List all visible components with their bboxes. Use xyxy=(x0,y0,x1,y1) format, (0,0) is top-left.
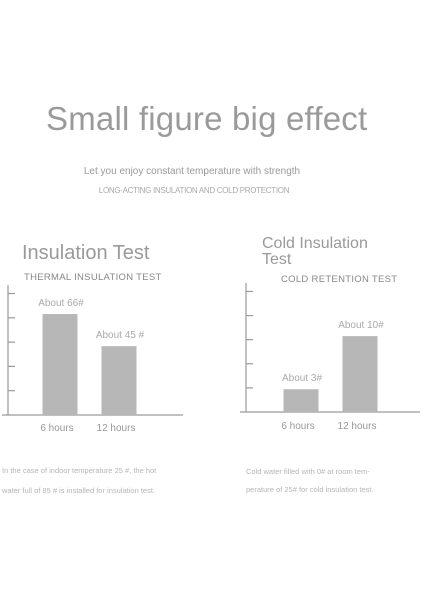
cold-category-label-2: 12 hours xyxy=(338,421,377,432)
cold-note-line-1: Cold water filled with 0# at room tem- xyxy=(246,467,370,476)
insulation-category-label-2: 12 hours xyxy=(97,423,136,434)
insulation-data-label-1: About 66# xyxy=(38,298,84,309)
insulation-chart-title: Insulation Test xyxy=(22,242,150,264)
insulation-category-label-1: 6 hours xyxy=(40,423,73,434)
cold-data-label-1: About 3# xyxy=(282,373,322,384)
page-title: Small figure big effect xyxy=(46,100,368,137)
cold-note-line-2: perature of 25# for cold insulation test… xyxy=(246,485,374,494)
page-subtitle: Let you enjoy constant temperature with … xyxy=(83,166,301,177)
cold-data-label-2: About 10# xyxy=(338,320,384,331)
insulation-note-line-1: In the case of indoor temperature 25 #, … xyxy=(2,466,157,475)
insulation-chart-subtitle: THERMAL INSULATION TEST xyxy=(24,272,162,283)
cold-bar-1 xyxy=(283,389,319,412)
insulation-data-label-2: About 45 # xyxy=(96,330,145,341)
cold-chart-title: Cold Insulation Test xyxy=(262,235,368,268)
cold-category-label-1: 6 hours xyxy=(281,421,314,432)
insulation-note-line-2: water full of 85 # is installed for insu… xyxy=(2,486,155,495)
page-tagline: LONG-ACTING INSULATION AND COLD PROTECTI… xyxy=(98,186,290,195)
cold-bar-2 xyxy=(342,336,378,412)
cold-chart-subtitle: COLD RETENTION TEST xyxy=(281,274,398,285)
insulation-bar-1 xyxy=(42,314,78,415)
insulation-bar-2 xyxy=(101,346,137,415)
